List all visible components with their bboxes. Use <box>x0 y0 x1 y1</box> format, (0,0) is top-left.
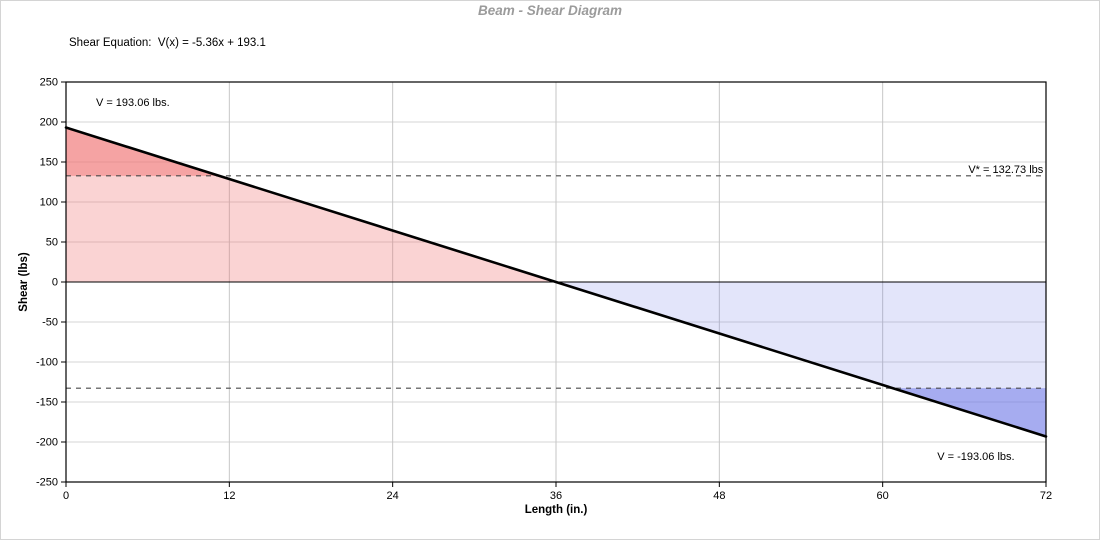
svg-text:-250: -250 <box>36 477 58 489</box>
svg-text:100: 100 <box>40 197 58 209</box>
svg-text:36: 36 <box>550 490 562 502</box>
svg-text:-100: -100 <box>36 357 58 369</box>
y-axis-title: Shear (lbs) <box>18 252 30 312</box>
svg-text:12: 12 <box>223 490 235 502</box>
axis-ticks-and-labels: -250 -200 -150 -100 -50 0 50 100 150 200 250 0 12 24 3… <box>36 77 1052 503</box>
svg-text:72: 72 <box>1040 490 1052 502</box>
svg-text:60: 60 <box>877 490 889 502</box>
annotation: V = 193.06 lbs. <box>96 97 170 109</box>
svg-text:200: 200 <box>40 117 58 129</box>
svg-text:50: 50 <box>46 237 58 249</box>
shear-line <box>64 126 1048 438</box>
chart-title: Beam - Shear Diagram <box>477 3 623 18</box>
svg-text:250: 250 <box>40 77 58 89</box>
svg-text:-50: -50 <box>42 317 58 329</box>
vstar-dashed-lines <box>66 175 1046 389</box>
svg-text:-200: -200 <box>36 437 58 449</box>
shear-equation-label: Shear Equation: V(x) = -5.36x + 193.1 <box>69 37 266 49</box>
svg-text:-150: -150 <box>36 397 58 409</box>
value-annotations: V = 193.06 lbs. V* = 132.73 lbs V = -193.0… <box>96 97 1044 463</box>
svg-text:0: 0 <box>52 277 58 289</box>
svg-text:48: 48 <box>713 490 725 502</box>
x-axis-title: Length (in.) <box>525 504 588 516</box>
svg-text:24: 24 <box>387 490 399 502</box>
annotation: V = -193.06 lbs. <box>937 451 1014 463</box>
annotation: V* = 132.73 lbs <box>968 164 1043 176</box>
svg-text:150: 150 <box>40 157 58 169</box>
svg-text:0: 0 <box>63 490 69 502</box>
